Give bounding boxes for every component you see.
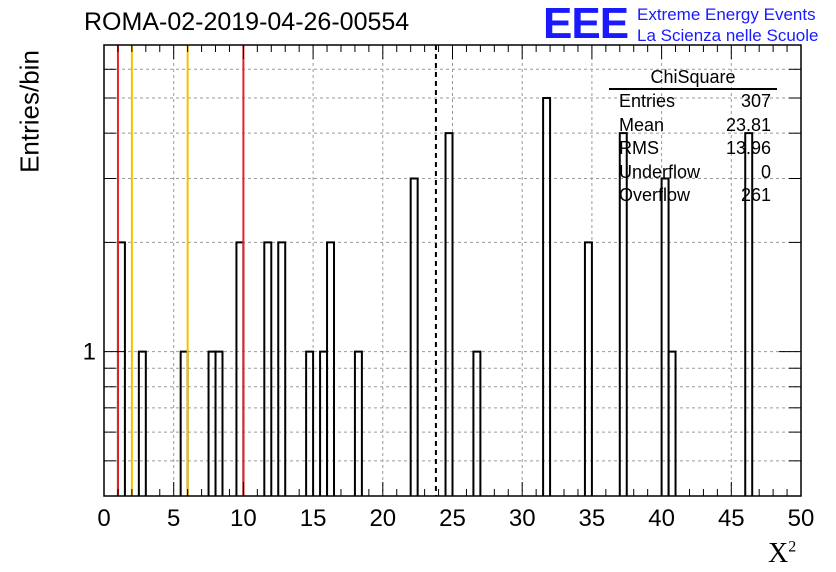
histogram-bin <box>444 132 454 496</box>
histogram-bin <box>618 132 628 496</box>
stats-row-entries: Entries 307 <box>611 90 777 114</box>
x-tick-label: 0 <box>97 505 110 532</box>
histogram-bin <box>353 350 363 496</box>
y-axis-label: Entries/bin <box>14 50 45 173</box>
stats-label: RMS <box>619 138 659 158</box>
histogram-bin <box>326 241 336 496</box>
histogram-bin <box>319 350 329 496</box>
logo-line-1: Extreme Energy Events <box>637 5 816 24</box>
histogram-bin <box>207 350 217 496</box>
stats-value: 23.81 <box>725 114 771 135</box>
x-tick-label: 25 <box>439 505 466 532</box>
x-axis-label-sup: 2 <box>788 538 797 556</box>
eee-logo: EEE <box>543 0 629 48</box>
histogram-bin <box>116 241 126 496</box>
stats-label: Underflow <box>619 161 701 182</box>
histogram-bin <box>179 350 189 496</box>
stats-value: 307 <box>740 91 771 111</box>
x-tick-label: 50 <box>788 505 815 532</box>
histogram-bin <box>409 177 419 496</box>
x-tick-label: 45 <box>718 505 745 532</box>
histogram-bin <box>263 241 273 496</box>
histogram-bin <box>137 350 147 496</box>
histogram-bin <box>542 97 552 496</box>
stats-box: ChiSquare Entries 307 Mean 23.81 RMS 13.96 … <box>609 66 777 208</box>
stats-value: 13.96 <box>725 138 771 158</box>
x-tick-label: 30 <box>509 505 536 532</box>
histogram-bin <box>744 132 754 496</box>
x-tick-label: 35 <box>579 505 606 532</box>
stats-label: Overflow <box>619 185 691 205</box>
y-tick-label: 1 <box>83 339 96 366</box>
x-tick-label: 10 <box>230 505 257 532</box>
histogram-bin <box>305 350 315 496</box>
x-tick-label: 20 <box>369 505 396 532</box>
x-axis-label-main: X <box>768 538 789 569</box>
histogram-bin <box>660 177 670 496</box>
eee-logo-text: Extreme Energy Events La Scienza nelle S… <box>637 4 818 46</box>
x-tick-label: 40 <box>648 505 675 532</box>
histogram-bin <box>667 350 677 496</box>
histogram-bin <box>583 241 593 496</box>
stats-row-mean: Mean 23.81 <box>611 114 777 138</box>
x-tick-label: 15 <box>300 505 327 532</box>
stats-row-underflow: Underflow 0 <box>611 161 777 185</box>
histogram-bin <box>472 350 482 496</box>
stats-label: Mean <box>619 114 665 135</box>
stats-row-overflow: Overflow 261 <box>611 184 777 208</box>
stats-title: ChiSquare <box>609 66 777 90</box>
run-title: ROMA-02-2019-04-26-00554 <box>84 8 410 36</box>
x-axis-label: X2 <box>768 538 796 570</box>
stats-value: 0 <box>760 161 771 182</box>
x-tick-label: 5 <box>167 505 180 532</box>
stats-row-rms: RMS 13.96 <box>611 137 777 161</box>
histogram-bin <box>214 350 224 496</box>
histogram-bin <box>235 241 245 496</box>
histogram-bin <box>277 241 287 496</box>
logo-line-2: La Scienza nelle Scuole <box>637 26 819 45</box>
stats-label: Entries <box>619 91 676 111</box>
stats-value: 261 <box>740 185 771 205</box>
